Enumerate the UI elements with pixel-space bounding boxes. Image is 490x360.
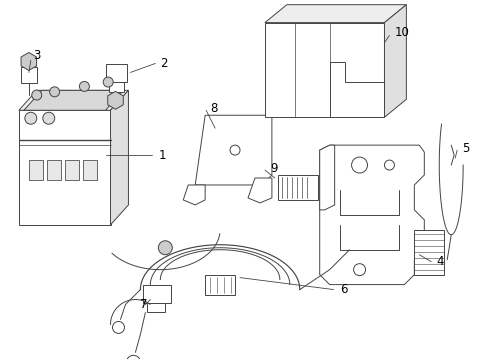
Text: 7: 7 bbox=[141, 298, 148, 311]
Polygon shape bbox=[24, 90, 123, 110]
Bar bbox=[65, 160, 78, 180]
Bar bbox=[105, 64, 127, 82]
Circle shape bbox=[103, 77, 113, 87]
Polygon shape bbox=[111, 90, 128, 225]
Circle shape bbox=[43, 112, 55, 124]
Bar bbox=[144, 285, 172, 302]
Bar bbox=[83, 160, 97, 180]
Circle shape bbox=[79, 81, 89, 91]
Polygon shape bbox=[319, 145, 424, 285]
Bar bbox=[278, 175, 318, 200]
Circle shape bbox=[32, 90, 42, 100]
Text: 10: 10 bbox=[394, 26, 409, 39]
Text: 8: 8 bbox=[210, 102, 218, 115]
Circle shape bbox=[25, 112, 37, 124]
Bar bbox=[29, 160, 43, 180]
Polygon shape bbox=[19, 90, 128, 110]
Text: 3: 3 bbox=[33, 49, 40, 62]
Text: 1: 1 bbox=[158, 149, 166, 162]
Polygon shape bbox=[319, 145, 335, 210]
Bar bbox=[108, 82, 124, 92]
Text: 2: 2 bbox=[160, 57, 168, 70]
Polygon shape bbox=[330, 62, 385, 117]
Bar bbox=[47, 160, 61, 180]
Text: 5: 5 bbox=[462, 141, 469, 155]
Circle shape bbox=[49, 87, 60, 97]
Bar bbox=[21, 67, 37, 84]
Bar bbox=[205, 275, 235, 294]
Bar bbox=[415, 230, 444, 275]
Polygon shape bbox=[21, 53, 37, 71]
Polygon shape bbox=[248, 178, 272, 203]
Polygon shape bbox=[265, 5, 406, 23]
Bar bbox=[147, 302, 165, 312]
Polygon shape bbox=[183, 185, 205, 205]
Text: 9: 9 bbox=[270, 162, 277, 175]
Polygon shape bbox=[385, 5, 406, 117]
Polygon shape bbox=[108, 91, 123, 109]
Text: 6: 6 bbox=[340, 283, 347, 296]
Circle shape bbox=[126, 355, 141, 360]
Bar bbox=[265, 23, 385, 117]
Polygon shape bbox=[195, 115, 272, 185]
Text: 4: 4 bbox=[436, 255, 444, 268]
Circle shape bbox=[113, 321, 124, 333]
Circle shape bbox=[158, 241, 172, 255]
Bar bbox=[19, 110, 111, 225]
